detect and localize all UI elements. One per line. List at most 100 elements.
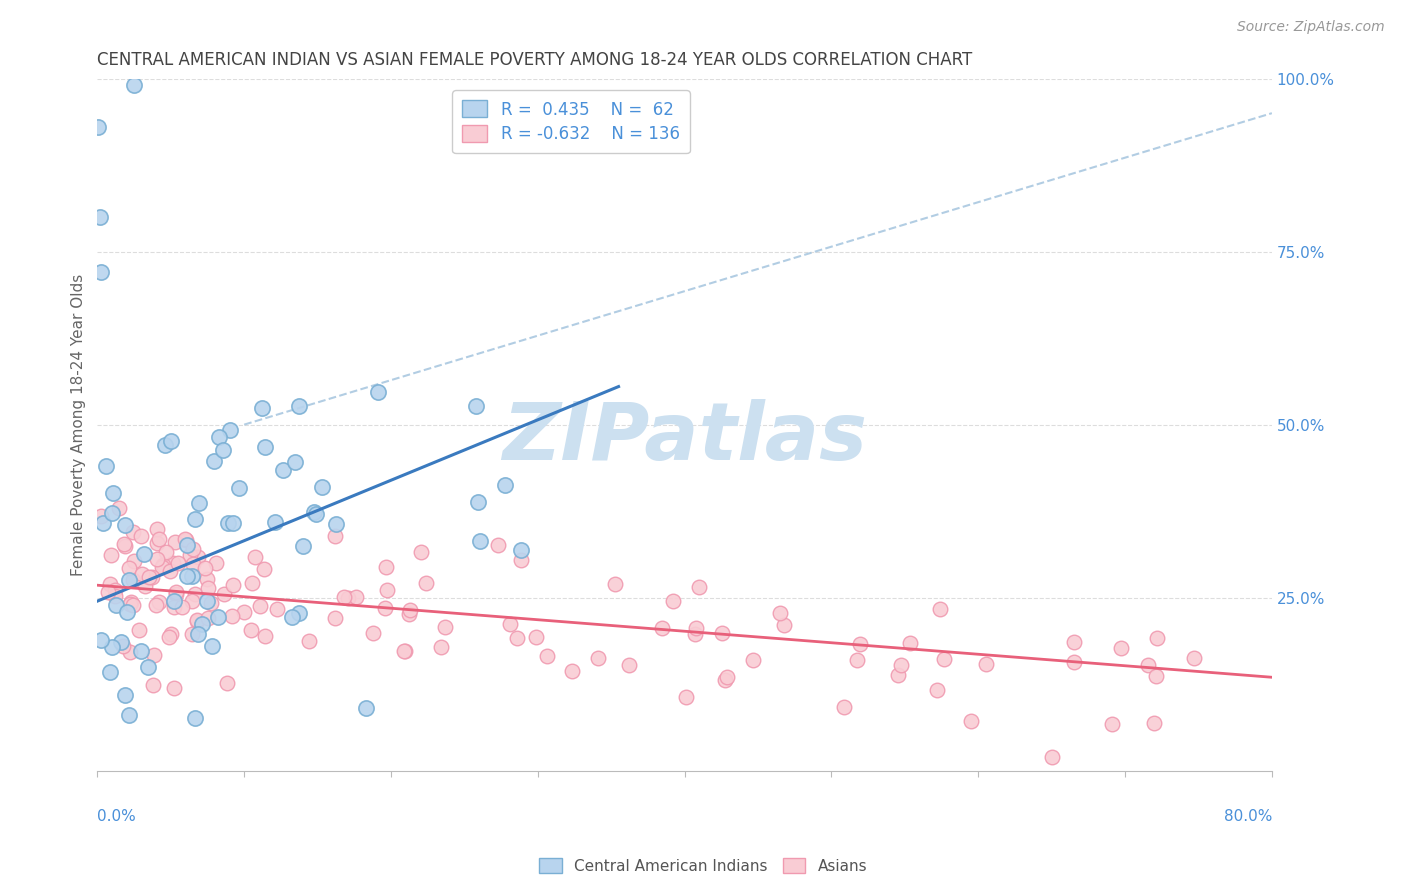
Point: [90, 265, 112, 279]
Point: [222, 578, 245, 592]
Point: [131, 566, 153, 581]
Point: [711, 626, 734, 640]
Text: Source: ZipAtlas.com: Source: ZipAtlas.com: [1237, 20, 1385, 34]
Point: [90, 508, 112, 523]
Point: [120, 595, 142, 609]
Point: [134, 579, 156, 593]
Point: [174, 532, 197, 546]
Point: [166, 556, 188, 570]
Point: [337, 591, 360, 605]
Point: [93, 516, 115, 531]
Point: [960, 714, 983, 728]
Point: [142, 648, 165, 663]
Point: [211, 442, 233, 457]
Point: [160, 627, 183, 641]
Point: [1136, 657, 1159, 672]
Point: [586, 650, 609, 665]
Point: [98, 577, 121, 591]
Point: [430, 640, 453, 655]
Point: [617, 657, 640, 672]
Point: [325, 611, 347, 625]
Point: [108, 501, 131, 516]
Point: [361, 626, 384, 640]
Point: [129, 529, 152, 543]
Point: [145, 598, 167, 612]
Point: [96, 459, 118, 474]
Point: [510, 553, 533, 567]
Point: [128, 623, 150, 637]
Point: [344, 590, 367, 604]
Point: [222, 516, 245, 530]
Point: [249, 599, 271, 613]
Point: [1063, 635, 1085, 649]
Y-axis label: Female Poverty Among 18-24 Year Olds: Female Poverty Among 18-24 Year Olds: [72, 274, 86, 575]
Point: [526, 631, 548, 645]
Point: [200, 596, 222, 610]
Point: [184, 511, 207, 525]
Point: [105, 599, 128, 613]
Point: [165, 587, 187, 601]
Point: [298, 633, 321, 648]
Point: [398, 607, 420, 622]
Point: [122, 78, 145, 93]
Point: [240, 623, 263, 637]
Point: [146, 535, 169, 549]
Point: [228, 482, 250, 496]
Point: [197, 581, 219, 595]
Point: [394, 644, 416, 658]
Point: [284, 455, 307, 469]
Point: [194, 561, 217, 575]
Point: [165, 585, 187, 599]
Point: [714, 673, 737, 687]
Point: [253, 629, 276, 643]
Point: [104, 583, 127, 598]
Point: [688, 580, 710, 594]
Point: [142, 678, 165, 692]
Point: [561, 664, 583, 678]
Point: [195, 572, 218, 586]
Point: [87, 120, 110, 134]
Point: [929, 602, 952, 616]
Point: [186, 614, 208, 628]
Point: [603, 577, 626, 591]
Point: [886, 667, 908, 681]
Point: [118, 573, 141, 587]
Point: [536, 648, 558, 663]
Point: [90, 632, 112, 647]
Point: [141, 570, 163, 584]
Point: [114, 518, 136, 533]
Text: 0.0%: 0.0%: [97, 809, 136, 824]
Point: [120, 645, 142, 659]
Point: [1040, 749, 1063, 764]
Point: [1143, 715, 1166, 730]
Point: [281, 609, 304, 624]
Point: [375, 582, 398, 597]
Point: [159, 564, 181, 578]
Point: [772, 618, 794, 632]
Point: [661, 594, 683, 608]
Point: [252, 401, 274, 415]
Point: [367, 384, 389, 399]
Point: [221, 608, 243, 623]
Point: [122, 525, 145, 540]
Point: [195, 593, 218, 607]
Point: [181, 541, 204, 556]
Point: [184, 587, 207, 601]
Point: [434, 620, 457, 634]
Point: [98, 665, 121, 679]
Point: [207, 610, 229, 624]
Point: [117, 605, 139, 619]
Point: [288, 606, 311, 620]
Text: ZIPatlas: ZIPatlas: [502, 400, 868, 477]
Point: [1182, 650, 1205, 665]
Point: [160, 434, 183, 449]
Point: [163, 681, 186, 696]
Point: [204, 556, 226, 570]
Point: [394, 643, 416, 657]
Point: [890, 658, 912, 673]
Point: [191, 616, 214, 631]
Point: [325, 517, 347, 532]
Point: [415, 576, 437, 591]
Point: [509, 543, 531, 558]
Point: [240, 576, 263, 591]
